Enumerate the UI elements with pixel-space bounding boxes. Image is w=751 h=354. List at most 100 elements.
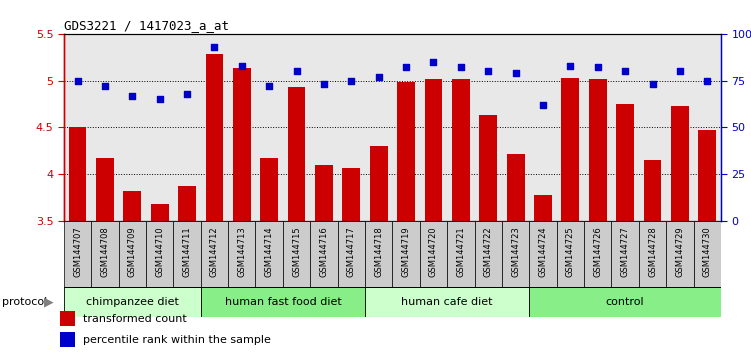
- Text: GSM144707: GSM144707: [73, 227, 82, 277]
- Bar: [64, 287, 201, 317]
- Bar: [96, 158, 114, 221]
- Point: [372, 74, 385, 80]
- Bar: [233, 68, 251, 221]
- Bar: [694, 221, 721, 287]
- Text: GSM144716: GSM144716: [319, 227, 328, 277]
- Bar: [283, 221, 310, 287]
- Bar: [288, 87, 306, 221]
- Bar: [447, 221, 475, 287]
- Text: GSM144727: GSM144727: [620, 227, 629, 277]
- Text: GSM144714: GSM144714: [264, 227, 273, 277]
- Point: [701, 78, 713, 83]
- Bar: [338, 221, 365, 287]
- Bar: [671, 106, 689, 221]
- Text: GSM144722: GSM144722: [484, 227, 493, 277]
- Bar: [556, 221, 584, 287]
- Text: GSM144710: GSM144710: [155, 227, 164, 277]
- Point: [345, 78, 357, 83]
- Text: ▶: ▶: [44, 295, 53, 308]
- Point: [263, 83, 275, 89]
- Text: GSM144720: GSM144720: [429, 227, 438, 277]
- Bar: [475, 221, 502, 287]
- Text: GSM144709: GSM144709: [128, 227, 137, 277]
- Bar: [644, 160, 662, 221]
- Bar: [529, 221, 556, 287]
- Text: GSM144726: GSM144726: [593, 227, 602, 277]
- Text: GSM144712: GSM144712: [210, 227, 219, 277]
- Point: [427, 59, 439, 65]
- Bar: [420, 221, 447, 287]
- Bar: [206, 54, 223, 221]
- Text: GSM144719: GSM144719: [402, 227, 411, 277]
- Bar: [201, 287, 365, 317]
- Bar: [639, 221, 666, 287]
- Bar: [201, 221, 228, 287]
- Point: [236, 63, 248, 68]
- Bar: [64, 221, 91, 287]
- Bar: [562, 78, 579, 221]
- Point: [400, 64, 412, 70]
- Text: GSM144721: GSM144721: [457, 227, 466, 277]
- Text: percentile rank within the sample: percentile rank within the sample: [83, 335, 270, 345]
- Point: [647, 81, 659, 87]
- Bar: [151, 204, 168, 221]
- Bar: [589, 79, 607, 221]
- Text: protocol: protocol: [2, 297, 47, 307]
- Bar: [310, 221, 338, 287]
- Bar: [479, 115, 497, 221]
- Bar: [123, 191, 141, 221]
- Bar: [365, 287, 529, 317]
- Bar: [315, 165, 333, 221]
- Point: [126, 93, 138, 98]
- Bar: [507, 154, 524, 221]
- Point: [564, 63, 576, 68]
- Text: GSM144718: GSM144718: [374, 227, 383, 277]
- Bar: [534, 195, 552, 221]
- Point: [482, 68, 494, 74]
- Text: GSM144717: GSM144717: [347, 227, 356, 277]
- Bar: [173, 221, 201, 287]
- Text: GSM144711: GSM144711: [182, 227, 192, 277]
- Point: [291, 68, 303, 74]
- Bar: [119, 221, 146, 287]
- Bar: [397, 82, 415, 221]
- Bar: [342, 168, 360, 221]
- Bar: [584, 221, 611, 287]
- Bar: [698, 130, 716, 221]
- Text: control: control: [606, 297, 644, 307]
- Text: chimpanzee diet: chimpanzee diet: [86, 297, 179, 307]
- Bar: [424, 79, 442, 221]
- Bar: [261, 158, 278, 221]
- Text: GSM144728: GSM144728: [648, 227, 657, 277]
- Bar: [178, 185, 196, 221]
- Point: [209, 44, 221, 50]
- Text: GSM144729: GSM144729: [675, 227, 684, 277]
- Text: GDS3221 / 1417023_a_at: GDS3221 / 1417023_a_at: [64, 19, 229, 33]
- Point: [455, 64, 467, 70]
- Text: GSM144715: GSM144715: [292, 227, 301, 277]
- Text: GSM144723: GSM144723: [511, 227, 520, 277]
- Text: human fast food diet: human fast food diet: [225, 297, 341, 307]
- Point: [510, 70, 522, 76]
- Text: human cafe diet: human cafe diet: [401, 297, 493, 307]
- Bar: [255, 221, 283, 287]
- Text: GSM144724: GSM144724: [538, 227, 547, 277]
- Bar: [60, 332, 75, 347]
- Bar: [228, 221, 255, 287]
- Point: [99, 83, 111, 89]
- Bar: [611, 221, 639, 287]
- Point: [154, 96, 166, 102]
- Point: [537, 102, 549, 108]
- Text: transformed count: transformed count: [83, 314, 186, 324]
- Bar: [68, 127, 86, 221]
- Point: [181, 91, 193, 97]
- Bar: [666, 221, 694, 287]
- Text: GSM144725: GSM144725: [566, 227, 575, 277]
- Bar: [365, 221, 392, 287]
- Bar: [146, 221, 173, 287]
- Point: [619, 68, 631, 74]
- Point: [318, 81, 330, 87]
- Bar: [617, 104, 634, 221]
- Bar: [529, 287, 721, 317]
- Bar: [392, 221, 420, 287]
